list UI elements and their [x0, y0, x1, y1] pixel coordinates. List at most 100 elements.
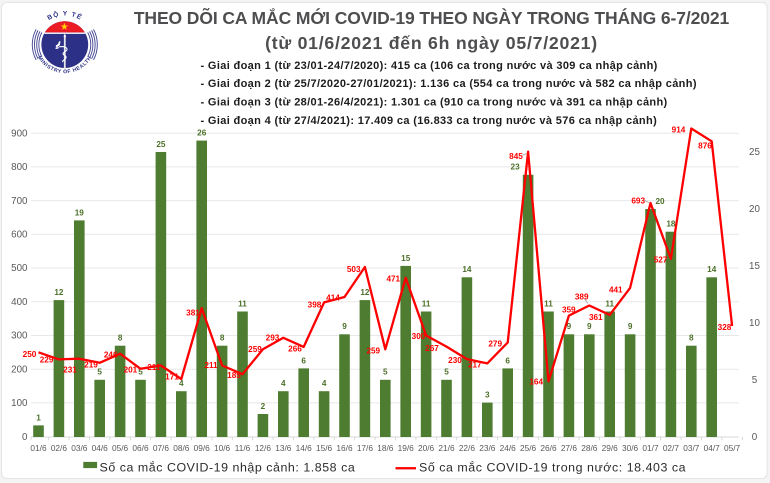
svg-text:06/6: 06/6 [132, 443, 149, 453]
svg-text:09/6: 09/6 [194, 443, 211, 453]
svg-text:12/6: 12/6 [255, 443, 272, 453]
svg-text:231: 231 [63, 365, 77, 374]
svg-text:19/6: 19/6 [398, 443, 415, 453]
svg-text:300: 300 [11, 331, 28, 342]
svg-text:267: 267 [425, 344, 439, 353]
svg-text:11/6: 11/6 [235, 443, 251, 453]
svg-text:0: 0 [22, 432, 28, 443]
svg-text:217: 217 [468, 361, 482, 370]
svg-text:01/7: 01/7 [642, 443, 659, 453]
svg-text:5: 5 [138, 368, 143, 377]
svg-text:200: 200 [11, 364, 28, 375]
svg-text:1: 1 [36, 413, 41, 422]
svg-text:10: 10 [749, 318, 760, 329]
svg-text:30/6: 30/6 [622, 443, 639, 453]
svg-text:12: 12 [54, 288, 64, 297]
svg-text:5: 5 [97, 368, 102, 377]
svg-text:20: 20 [749, 204, 760, 215]
svg-text:19: 19 [75, 208, 85, 217]
svg-text:6: 6 [505, 356, 510, 365]
svg-text:250: 250 [23, 350, 37, 359]
svg-text:211: 211 [204, 361, 218, 370]
svg-text:18: 18 [666, 220, 676, 229]
svg-text:BỘ Y TẾ: BỘ Y TẾ [46, 9, 84, 22]
svg-text:26: 26 [197, 129, 207, 138]
svg-text:05/6: 05/6 [112, 443, 129, 453]
svg-text:328: 328 [718, 323, 732, 332]
svg-text:361: 361 [589, 313, 603, 322]
svg-text:17/6: 17/6 [357, 443, 374, 453]
svg-text:28/6: 28/6 [581, 443, 598, 453]
svg-text:21/6: 21/6 [438, 443, 455, 453]
svg-text:18/6: 18/6 [377, 443, 394, 453]
svg-text:300: 300 [412, 332, 426, 341]
svg-text:11: 11 [544, 299, 553, 308]
svg-text:5: 5 [752, 375, 758, 386]
svg-text:12: 12 [360, 288, 370, 297]
svg-text:845: 845 [509, 152, 523, 161]
svg-text:07/6: 07/6 [153, 443, 170, 453]
svg-text:02/6: 02/6 [51, 443, 68, 453]
svg-text:02/7: 02/7 [663, 443, 680, 453]
svg-text:23/6: 23/6 [479, 443, 496, 453]
svg-text:259: 259 [248, 345, 262, 354]
svg-text:219: 219 [84, 360, 98, 369]
svg-text:4: 4 [281, 379, 286, 388]
svg-text:25: 25 [156, 140, 166, 149]
svg-text:100: 100 [11, 398, 28, 409]
svg-text:700: 700 [11, 196, 28, 207]
svg-text:8: 8 [118, 334, 123, 343]
svg-text:14: 14 [707, 265, 717, 274]
svg-text:4: 4 [179, 379, 184, 388]
svg-text:359: 359 [562, 306, 576, 315]
svg-text:229: 229 [40, 355, 54, 364]
svg-text:8: 8 [689, 334, 694, 343]
svg-text:171: 171 [165, 372, 179, 381]
svg-text:398: 398 [308, 301, 322, 310]
svg-text:20: 20 [655, 197, 665, 206]
svg-text:389: 389 [575, 293, 589, 302]
svg-text:26/6: 26/6 [540, 443, 557, 453]
svg-text:471: 471 [386, 275, 400, 284]
svg-text:914: 914 [672, 126, 686, 135]
svg-text:3: 3 [485, 391, 490, 400]
svg-text:22/6: 22/6 [459, 443, 476, 453]
svg-text:2: 2 [261, 402, 266, 411]
svg-text:527: 527 [654, 256, 668, 265]
svg-text:03/7: 03/7 [683, 443, 700, 453]
svg-text:293: 293 [266, 334, 280, 343]
svg-text:15: 15 [401, 254, 411, 263]
svg-text:185: 185 [227, 371, 241, 380]
svg-text:201: 201 [124, 365, 138, 374]
svg-text:211: 211 [147, 363, 161, 372]
svg-text:9: 9 [587, 322, 592, 331]
svg-text:05/7: 05/7 [724, 443, 741, 453]
svg-text:08/6: 08/6 [173, 443, 190, 453]
svg-text:Số ca mắc COVID-19 nhập cảnh:: Số ca mắc COVID-19 nhập cảnh: 1.858 ca [100, 459, 356, 474]
svg-text:11: 11 [238, 299, 247, 308]
svg-text:600: 600 [11, 230, 28, 241]
svg-text:900: 900 [11, 128, 28, 139]
svg-text:8: 8 [220, 334, 225, 343]
svg-text:0: 0 [752, 432, 758, 443]
svg-text:11: 11 [605, 299, 614, 308]
svg-text:441: 441 [609, 286, 623, 295]
svg-text:10/6: 10/6 [214, 443, 231, 453]
svg-text:- Giai đoạn 2 (từ 25/7/2020-27: - Giai đoạn 2 (từ 25/7/2020-27/01/2021):… [201, 78, 697, 90]
svg-text:230: 230 [448, 356, 462, 365]
svg-text:164: 164 [529, 377, 543, 386]
svg-text:11: 11 [422, 299, 431, 308]
svg-text:14/6: 14/6 [296, 443, 313, 453]
svg-text:9: 9 [628, 322, 633, 331]
svg-text:04/6: 04/6 [92, 443, 109, 453]
svg-text:23: 23 [511, 163, 521, 172]
svg-text:- Giai đoạn 4 (từ 27/4/2021):: - Giai đoạn 4 (từ 27/4/2021): 17.409 ca … [201, 115, 658, 127]
svg-text:20/6: 20/6 [418, 443, 435, 453]
svg-text:THEO DÕI CA MẮC MỚI COVID-19 T: THEO DÕI CA MẮC MỚI COVID-19 THEO NGÀY T… [134, 7, 730, 28]
svg-text:381: 381 [186, 308, 200, 317]
svg-text:5: 5 [383, 368, 388, 377]
svg-text:01/6: 01/6 [30, 443, 47, 453]
svg-text:14: 14 [462, 265, 472, 274]
svg-text:6: 6 [301, 356, 306, 365]
svg-text:266: 266 [288, 344, 302, 353]
